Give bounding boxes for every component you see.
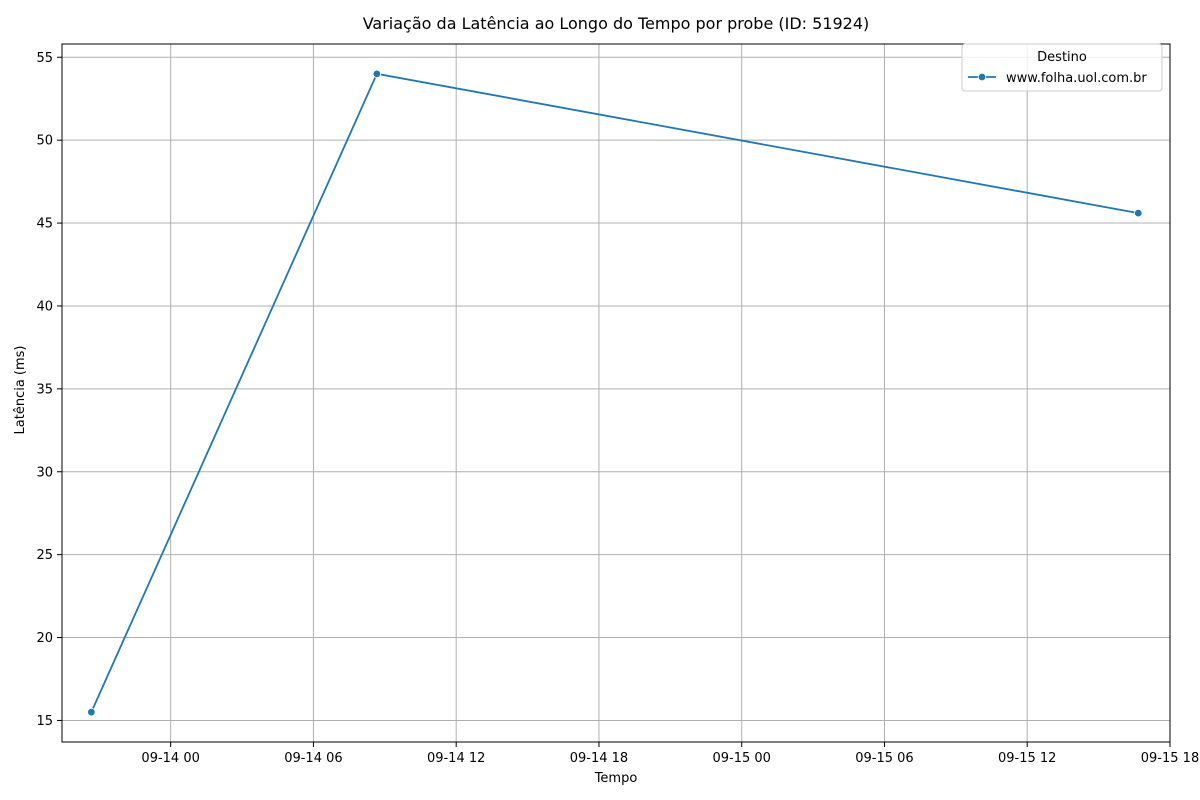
x-axis-label: Tempo	[594, 771, 638, 786]
y-tick-label: 15	[36, 714, 53, 729]
y-axis-label: Latência (ms)	[13, 346, 28, 435]
y-tick-label: 40	[36, 299, 53, 314]
y-tick-label: 25	[36, 548, 53, 563]
x-tick-label: 09-14 06	[284, 751, 342, 766]
series	[87, 69, 1143, 717]
data-point	[87, 707, 96, 717]
legend: Destino www.folha.uol.com.br	[961, 43, 1163, 92]
data-point	[372, 69, 382, 79]
x-tick-label: 09-14 00	[141, 751, 199, 766]
y-tick-label: 45	[36, 217, 53, 232]
y-tick-label: 55	[36, 51, 53, 66]
legend-box	[961, 43, 1163, 92]
x-tick-label: 09-15 12	[998, 751, 1056, 766]
series-line	[90, 72, 1139, 713]
y-tick-label: 50	[36, 134, 53, 149]
y-tick-label: 30	[36, 465, 53, 480]
plot-area-frame	[61, 43, 1171, 743]
x-tick-label: 09-15 18	[1141, 751, 1199, 766]
x-tick-label: 09-14 12	[427, 751, 485, 766]
data-point	[1134, 208, 1143, 218]
x-tick-label: 09-15 00	[712, 751, 770, 766]
x-tick-label: 09-15 06	[855, 751, 913, 766]
grid	[62, 44, 1171, 742]
legend-title: Destino	[1037, 50, 1087, 65]
legend-entry-label: www.folha.uol.com.br	[1006, 71, 1147, 86]
x-tick-label: 09-14 18	[570, 751, 628, 766]
chart-title: Variação da Latência ao Longo do Tempo p…	[363, 14, 870, 33]
legend-marker	[977, 72, 987, 82]
axis-ticks: 09-14 00 09-14 06 09-14 12 09-14 18 09-15 00…	[36, 51, 1199, 766]
y-tick-label: 35	[36, 382, 53, 397]
y-tick-label: 20	[36, 631, 53, 646]
